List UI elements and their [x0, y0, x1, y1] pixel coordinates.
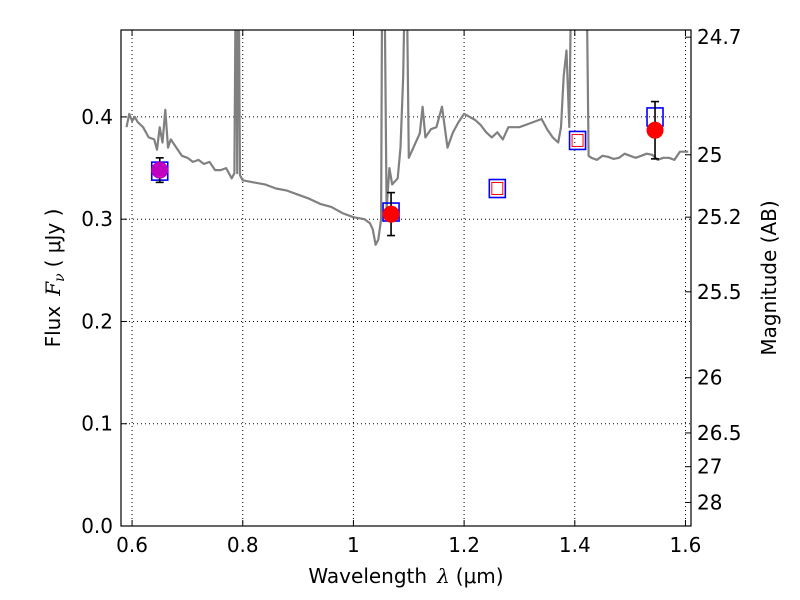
x-tick-label: 1.2: [448, 533, 480, 557]
y-tick-label: 0.3: [81, 207, 113, 231]
y2-tick-label: 28: [697, 490, 722, 514]
observed-point-marker: [382, 205, 400, 223]
x-tick-label: 0.8: [227, 533, 259, 557]
x-axis-title: Wavelength λ (μm): [308, 564, 503, 588]
y2-tick-label: 25.5: [697, 280, 742, 304]
plot-data: [125, 30, 689, 246]
model-inner-square-marker: [571, 133, 584, 147]
y2-tick-label: 25.2: [697, 205, 742, 229]
y-tick-label: 0.0: [81, 514, 113, 538]
y2-axis-title: Magnitude (AB): [757, 200, 781, 355]
plot-frame: [120, 29, 692, 527]
y-tick-label: 0.1: [81, 412, 113, 436]
model-inner-square-marker: [491, 182, 504, 196]
spectrum-line: [125, 30, 689, 246]
y-tick-label: 0.4: [81, 105, 113, 129]
x-tick-label: 1.4: [559, 533, 591, 557]
observed-point-marker: [151, 161, 169, 179]
x-tick-label: 1.6: [670, 533, 702, 557]
model-square-marker: [568, 130, 587, 151]
y-axis-title: FluxFν( μJy ): [41, 209, 68, 348]
y2-tick-label: 24.7: [697, 25, 742, 49]
y2-tick-label: 26.5: [697, 421, 742, 445]
axis-ticks: 0.6 0.8 1 1.2 1.4 1.6 0.0 0.1 0.2 0.3 0.4 24.7 25 25.…: [81, 25, 741, 557]
error-bars: [151, 100, 664, 237]
x-tick-label: 1: [347, 533, 360, 557]
y2-tick-label: 27: [697, 455, 722, 479]
y2-tick-label: 25: [697, 143, 722, 167]
y-tick-label: 0.2: [81, 309, 113, 333]
y2-tick-label: 26: [697, 366, 722, 390]
x-tick-label: 0.6: [116, 533, 148, 557]
model-square-marker: [488, 178, 507, 199]
grid: [121, 30, 691, 527]
observed-point-marker: [646, 121, 664, 139]
